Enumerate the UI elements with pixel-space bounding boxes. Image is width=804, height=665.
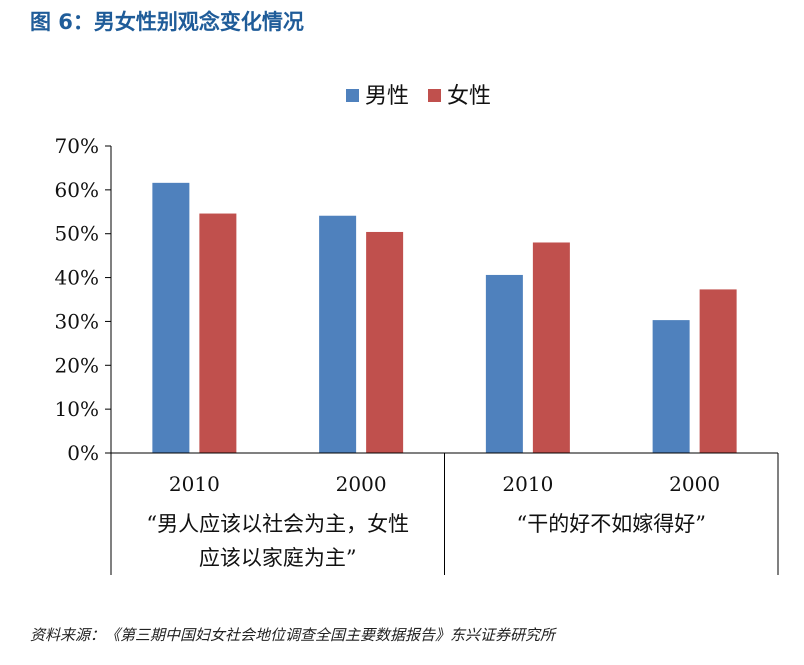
group-label: 应该以家庭为主” bbox=[199, 546, 357, 570]
bar-female-4 bbox=[699, 289, 737, 453]
legend-swatch-1 bbox=[346, 89, 359, 102]
bar-male-2 bbox=[319, 215, 357, 453]
source-note: 资料来源：《第三期中国妇女社会地位调查全国主要数据报告》东兴证券研究所 bbox=[30, 626, 556, 644]
legend-label-1: 男性 bbox=[365, 84, 409, 109]
figure-title: 图 6：男女性别观念变化情况 bbox=[30, 10, 304, 34]
group-label: “男人应该以社会为主，女性 bbox=[146, 512, 409, 536]
y-tick-label: 10% bbox=[55, 397, 99, 421]
y-axis: 0% 10% 20% 30% 40% 50% 60% 70% bbox=[55, 134, 112, 465]
bar-male-1 bbox=[152, 182, 190, 453]
bar-female-2 bbox=[366, 231, 404, 453]
y-tick-label: 30% bbox=[55, 309, 99, 333]
y-tick-label: 40% bbox=[55, 266, 99, 290]
x-tick-label: 2010 bbox=[169, 472, 220, 496]
bars bbox=[152, 182, 737, 453]
y-tick-label: 70% bbox=[55, 134, 99, 158]
group-label: “干的好不如嫁得好” bbox=[517, 512, 706, 536]
bar-female-1 bbox=[199, 213, 237, 453]
y-tick-label: 60% bbox=[55, 178, 99, 202]
y-tick-label: 20% bbox=[55, 353, 99, 377]
bar-chart: 男性 女性 0%10%20%30%40%50%60%70% 2010 2000 201… bbox=[55, 84, 779, 575]
legend: 男性 女性 bbox=[346, 84, 491, 109]
x-tick-label: 2010 bbox=[502, 472, 553, 496]
legend-swatch-2 bbox=[428, 89, 441, 102]
bar-male-4 bbox=[652, 320, 690, 453]
y-tick-label: 0% bbox=[67, 441, 99, 465]
x-tick-label: 2000 bbox=[336, 472, 387, 496]
bar-female-3 bbox=[532, 242, 570, 453]
bar-male-3 bbox=[485, 274, 523, 453]
x-tick-label: 2000 bbox=[669, 472, 720, 496]
legend-label-2: 女性 bbox=[447, 84, 491, 109]
y-tick-label: 50% bbox=[55, 222, 99, 246]
